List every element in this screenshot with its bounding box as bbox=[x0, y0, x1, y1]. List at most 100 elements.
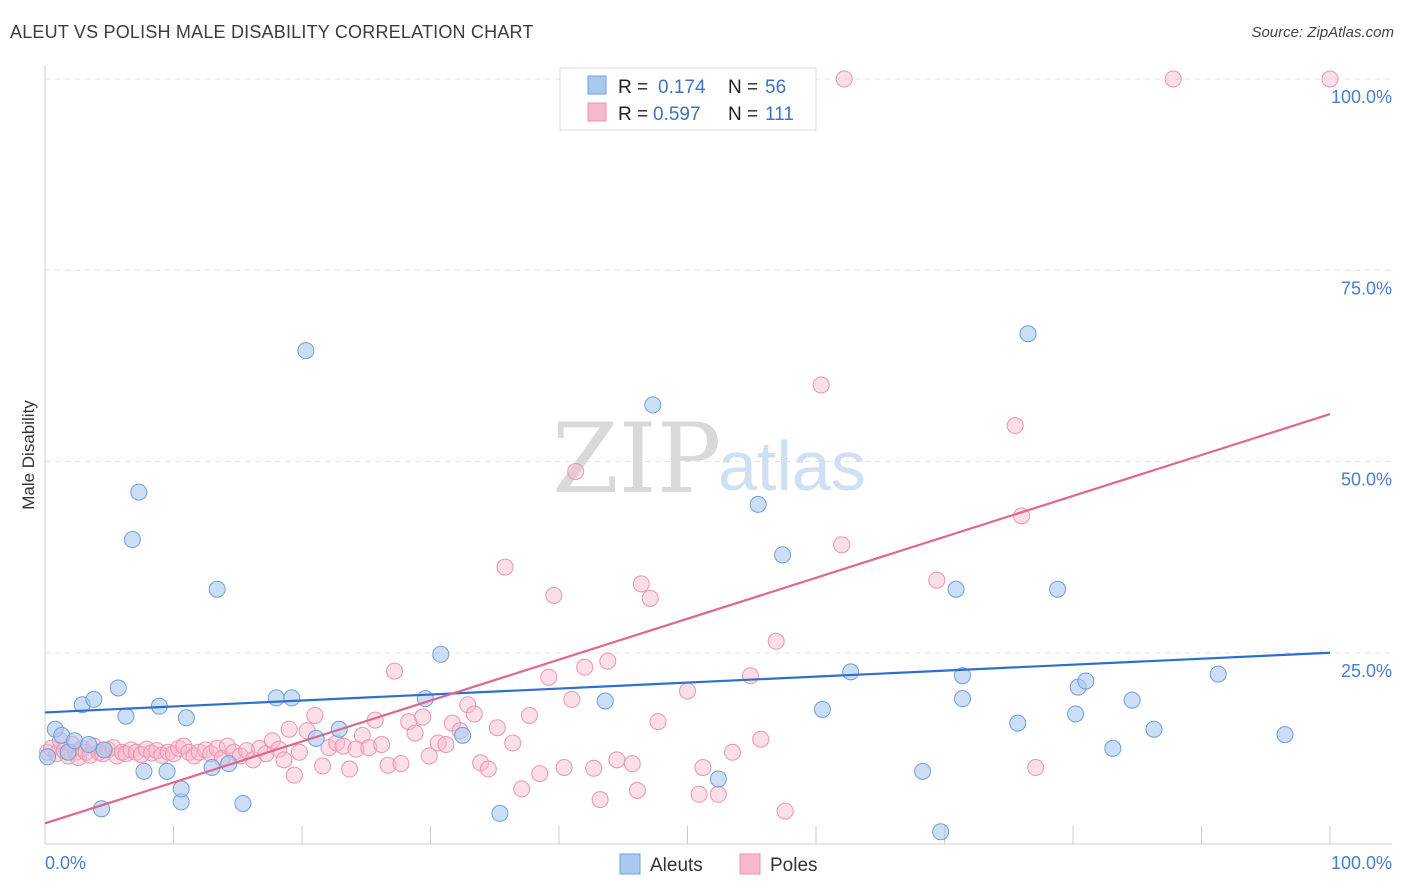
data-point-aleuts bbox=[297, 342, 315, 360]
y-tick-label: 25.0% bbox=[1341, 661, 1392, 681]
data-point-poles bbox=[563, 690, 581, 708]
y-tick-label: 75.0% bbox=[1341, 278, 1392, 298]
data-point-aleuts bbox=[1276, 726, 1294, 744]
bottom-legend-swatch-aleuts bbox=[619, 853, 641, 875]
data-point-aleuts bbox=[95, 741, 113, 759]
data-point-aleuts bbox=[283, 689, 301, 707]
data-point-aleuts bbox=[1104, 739, 1122, 757]
legend-n-label-aleuts: N = bbox=[728, 77, 758, 98]
data-point-aleuts bbox=[1009, 714, 1027, 732]
axes bbox=[44, 66, 1392, 845]
data-point-poles bbox=[465, 705, 483, 723]
data-point-poles bbox=[545, 586, 563, 604]
legend-r-value-poles: 0.597 bbox=[653, 104, 701, 125]
data-point-aleuts bbox=[774, 546, 792, 564]
data-point-aleuts bbox=[749, 495, 767, 513]
data-point-poles bbox=[386, 662, 404, 680]
data-point-poles bbox=[632, 575, 650, 593]
data-point-aleuts bbox=[1019, 325, 1037, 343]
data-point-poles bbox=[628, 781, 646, 799]
data-point-poles bbox=[379, 756, 397, 774]
data-point-poles bbox=[513, 780, 531, 798]
data-point-poles bbox=[767, 632, 785, 650]
data-point-poles bbox=[488, 719, 506, 737]
data-point-poles bbox=[690, 785, 708, 803]
data-point-aleuts bbox=[596, 692, 614, 710]
trend-line-poles bbox=[44, 413, 1331, 825]
data-point-poles bbox=[504, 734, 522, 752]
data-point-aleuts bbox=[1077, 672, 1095, 690]
data-point-poles bbox=[420, 747, 438, 765]
data-point-aleuts bbox=[432, 645, 450, 663]
data-point-poles bbox=[709, 785, 727, 803]
data-point-poles bbox=[290, 743, 308, 761]
data-point-poles bbox=[1321, 70, 1339, 88]
data-point-aleuts bbox=[914, 762, 932, 780]
data-point-aleuts bbox=[80, 736, 98, 754]
data-point-poles bbox=[1027, 759, 1045, 776]
data-point-poles bbox=[285, 766, 303, 784]
data-point-aleuts bbox=[135, 762, 153, 780]
watermark-zip: ZIP bbox=[552, 403, 721, 515]
series-aleuts bbox=[39, 325, 1294, 841]
series-poles bbox=[39, 70, 1339, 820]
data-point-poles bbox=[649, 713, 667, 731]
trend-lines bbox=[44, 413, 1331, 825]
data-point-poles bbox=[275, 751, 293, 769]
data-point-poles bbox=[679, 682, 696, 700]
data-point-poles bbox=[752, 730, 770, 748]
data-point-aleuts bbox=[932, 823, 950, 841]
data-point-poles bbox=[833, 536, 851, 554]
data-point-aleuts bbox=[644, 396, 662, 414]
source-credit: Source: ZipAtlas.com bbox=[1251, 24, 1394, 41]
data-point-poles bbox=[334, 737, 352, 755]
bottom-legend-label-poles: Poles bbox=[770, 855, 818, 876]
bottom-legend-label-aleuts: Aleuts bbox=[650, 855, 703, 876]
data-point-poles bbox=[341, 760, 359, 778]
data-point-poles bbox=[555, 759, 573, 776]
y-tick-label: 50.0% bbox=[1341, 470, 1392, 490]
data-point-poles bbox=[641, 589, 659, 607]
legend-bottom: Aleuts Poles bbox=[619, 853, 818, 876]
data-point-poles bbox=[406, 724, 424, 742]
data-point-poles bbox=[591, 791, 609, 809]
y-tick-labels: 100.0% 75.0% 50.0% 25.0% bbox=[1331, 87, 1392, 681]
data-point-poles bbox=[928, 571, 946, 589]
trend-line-aleuts bbox=[44, 651, 1331, 714]
data-point-poles bbox=[623, 755, 641, 773]
data-point-aleuts bbox=[842, 663, 860, 681]
data-point-aleuts bbox=[1067, 705, 1085, 723]
data-point-aleuts bbox=[1123, 691, 1141, 709]
data-point-aleuts bbox=[953, 690, 971, 708]
data-point-poles bbox=[218, 737, 236, 755]
data-point-poles bbox=[208, 739, 226, 757]
data-point-aleuts bbox=[177, 709, 195, 727]
data-point-poles bbox=[280, 720, 298, 738]
data-point-aleuts bbox=[709, 770, 727, 788]
y-axis-label: Male Disability bbox=[19, 400, 38, 510]
chart-title: ALEUT VS POLISH MALE DISABILITY CORRELAT… bbox=[10, 22, 534, 42]
x-tick-label: 0.0% bbox=[45, 853, 86, 873]
data-point-poles bbox=[835, 70, 853, 88]
gridlines bbox=[45, 78, 1392, 654]
data-point-poles bbox=[741, 667, 759, 685]
data-point-poles bbox=[540, 668, 558, 686]
data-point-poles bbox=[694, 759, 712, 776]
legend-n-label-poles: N = bbox=[728, 104, 758, 125]
data-point-poles bbox=[567, 462, 585, 480]
data-point-poles bbox=[520, 706, 538, 724]
data-point-aleuts bbox=[109, 679, 127, 697]
data-point-poles bbox=[392, 755, 410, 773]
data-point-poles bbox=[263, 732, 281, 750]
data-point-aleuts bbox=[1209, 665, 1227, 683]
watermark: ZIP atlas bbox=[552, 403, 866, 515]
legend-r-value-aleuts: 0.174 bbox=[658, 77, 706, 98]
data-point-poles bbox=[531, 765, 549, 783]
bottom-legend-swatch-poles bbox=[739, 853, 761, 875]
legend-swatch-poles bbox=[587, 102, 607, 122]
data-point-aleuts bbox=[158, 762, 176, 780]
data-point-aleuts bbox=[953, 667, 971, 685]
data-point-poles bbox=[812, 376, 830, 394]
data-point-poles bbox=[776, 802, 794, 820]
data-point-aleuts bbox=[117, 707, 135, 725]
